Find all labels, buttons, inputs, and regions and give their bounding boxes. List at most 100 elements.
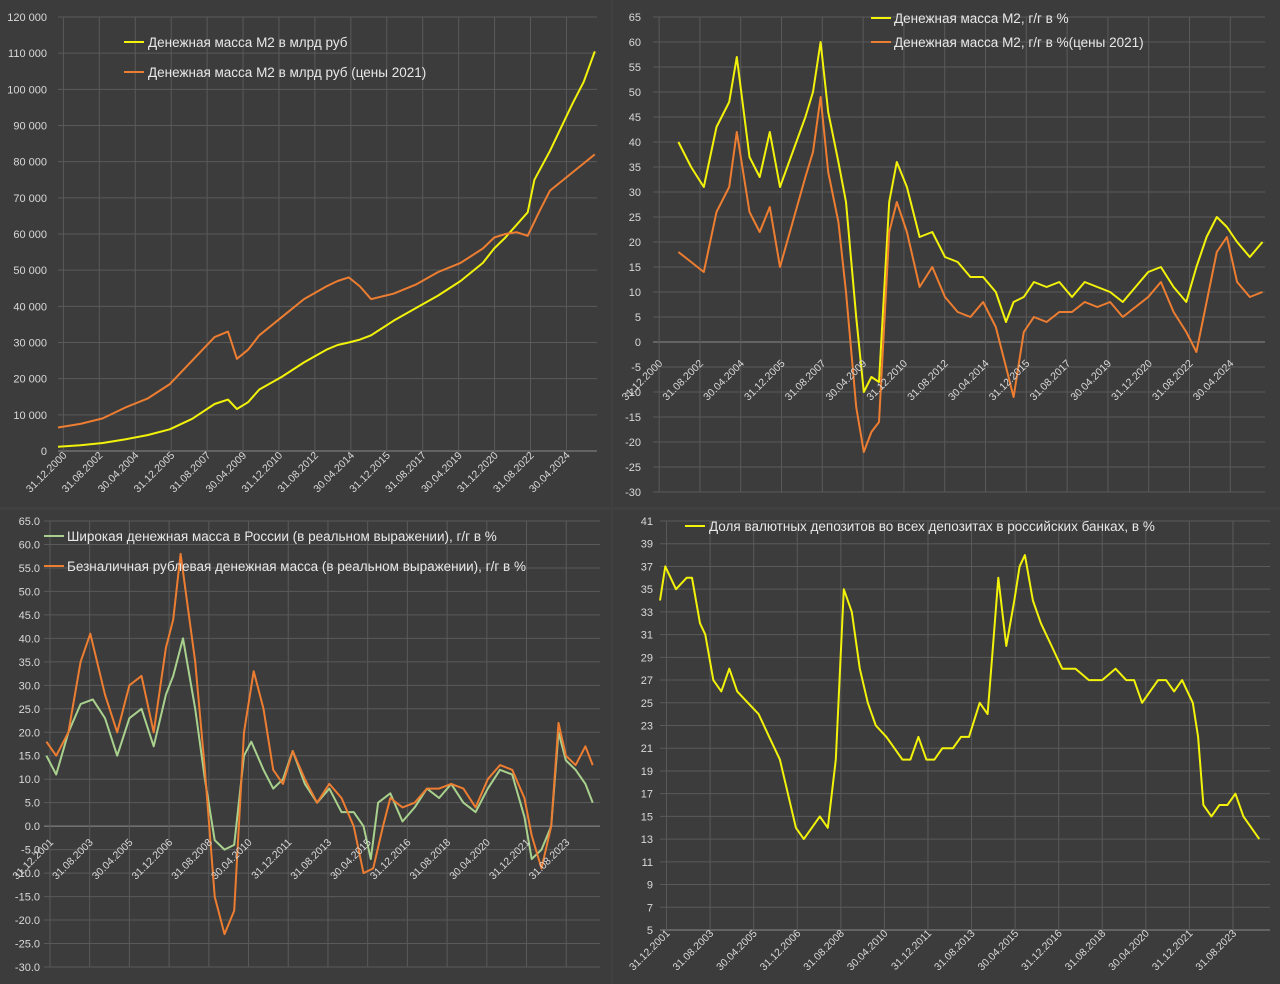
y-tick-label: 21	[641, 743, 653, 755]
x-tick-label: 30.04.2024	[1191, 358, 1237, 404]
y-tick-label: 5.0	[25, 798, 40, 810]
y-tick-label: 5	[635, 312, 641, 324]
y-tick-label: -5.0	[21, 845, 40, 857]
y-tick-label: -15.0	[15, 892, 40, 904]
y-tick-label: 35	[629, 162, 641, 174]
y-tick-label: 60.0	[19, 539, 40, 551]
chart-m2-level-svg: 0 10 000 20 000 30 000 40 000 50 000 60 000 70 …	[7, 12, 597, 495]
y-tick-label: 45.0	[19, 610, 40, 622]
legend-label-m2: Денежная масса М2 в млрд руб	[148, 35, 348, 50]
chart-broad-money-real-svg: -30.0 -25.0 -20.0 -15.0 -10.0 -5.0 0.0 5.0 10.0 1…	[10, 516, 600, 974]
y-tick-label: 40 000	[13, 301, 47, 313]
x-tick-label: 31.12.2015	[987, 358, 1033, 404]
x-tick-label: 30.04.2020	[447, 837, 493, 883]
y-tick-label: 13	[641, 834, 653, 846]
x-tick-label: 31.12.2000	[620, 358, 666, 404]
y-tick-label: 50.0	[19, 586, 40, 598]
y-tick-label: -5	[631, 362, 641, 374]
x-tick-label: 31.12.2011	[889, 928, 934, 973]
chart-m2-yoy-svg: -30 -25 -20 -15 -10 -5 0 5 10 15 20 25 30 35 40 45 50 55 6…	[620, 11, 1265, 499]
y-tick-label: 0.0	[25, 821, 40, 833]
x-tick-label: 31.12.2021	[1150, 928, 1196, 974]
y-tick-label: 0	[41, 446, 47, 458]
y-tick-label: 50 000	[13, 265, 47, 277]
y-tick-label: 40	[629, 137, 641, 149]
chart-m2-yoy-legend: Денежная масса М2, г/г в % Денежная масс…	[871, 11, 1144, 50]
y-tick-label: 25	[629, 212, 641, 224]
y-tick-label: 25.0	[19, 704, 40, 716]
x-tick-label: 30.04.2010	[845, 928, 891, 974]
y-tick-label: 35	[641, 584, 653, 596]
chart-m2-yoy: -30 -25 -20 -15 -10 -5 0 5 10 15 20 25 30 35 40 45 50 55 6…	[613, 0, 1280, 507]
x-tick-label: 31.12.2005	[742, 358, 788, 404]
y-tick-label: 120 000	[7, 12, 47, 24]
legend-label-fx-share: Доля валютных депозитов во всех депозита…	[709, 519, 1155, 534]
y-tick-label: 11	[642, 857, 653, 869]
y-tick-label: 60 000	[13, 229, 47, 241]
x-tick-label: 30.04.2019	[1068, 358, 1114, 404]
y-tick-label: 23	[641, 721, 653, 733]
x-tick-label: 31.12.2016	[1019, 928, 1065, 974]
x-tick-label: 31.08.2018	[1063, 928, 1109, 974]
series-line-0	[57, 51, 596, 448]
x-tick-label: 31.08.2023	[1193, 928, 1239, 974]
y-tick-label: 55	[629, 62, 641, 74]
x-tick-label: 31.12.2006	[758, 928, 804, 974]
legend-label-noncash-money: Безналичная рублевая денежная масса (в р…	[67, 559, 526, 574]
series-line-1	[677, 96, 1263, 453]
x-tick-label: 30.04.2005	[90, 837, 136, 883]
y-tick-label: 65	[629, 12, 641, 24]
y-tick-label: 20	[629, 237, 641, 249]
y-tick-label: 25	[641, 698, 653, 710]
y-tick-label: 60	[629, 37, 641, 49]
y-tick-label: 29	[641, 652, 653, 664]
legend-label-broad-money: Широкая денежная масса в России (в реаль…	[67, 529, 497, 544]
y-tick-label: 100 000	[7, 84, 47, 96]
x-tick-label: 31.08.2022	[1150, 358, 1196, 404]
x-tick-label: 31.12.2006	[130, 837, 176, 883]
y-tick-label: 90 000	[13, 121, 47, 133]
y-tick-label: 31	[641, 630, 653, 642]
y-tick-label: 15	[641, 811, 653, 823]
y-tick-label: 27	[641, 675, 653, 687]
y-tick-label: 20 000	[13, 374, 47, 386]
y-tick-label: 20.0	[19, 727, 40, 739]
y-tick-label: -10.0	[15, 868, 40, 880]
x-tick-label: 30.04.2020	[1106, 928, 1152, 974]
y-tick-label: 35.0	[19, 657, 40, 669]
chart-fx-deposit-share-svg: 5 7 9 11 13 15 17 19 21 23 25 27 29 31 33 35 37 39 41 31.1…	[627, 516, 1270, 974]
y-tick-label: -10	[625, 387, 641, 399]
x-tick-label: 30.04.2004	[701, 358, 747, 404]
chart-fx-deposit-legend: Доля валютных депозитов во всех депозита…	[685, 519, 1155, 534]
y-tick-label: 70 000	[13, 193, 47, 205]
x-tick-label: 31.12.2021	[487, 837, 533, 883]
y-tick-label: -30.0	[15, 962, 40, 974]
x-tick-label: 30.04.2010	[209, 837, 255, 883]
y-tick-label: 41	[641, 516, 653, 528]
y-tick-label: 17	[641, 789, 653, 801]
x-tick-label: 31.08.2003	[671, 928, 717, 974]
series-line-0	[659, 554, 1261, 841]
x-tick-label: 30.04.2015	[976, 928, 1022, 974]
x-tick-label: 31.12.2010	[864, 358, 910, 404]
legend-label-m2-yoy: Денежная масса М2, г/г в %	[894, 11, 1069, 26]
y-tick-label: -25.0	[15, 939, 40, 951]
x-tick-label: 31.08.2017	[1028, 358, 1074, 404]
y-tick-label: 50	[629, 87, 641, 99]
chart-broad-money-real: -30.0 -25.0 -20.0 -15.0 -10.0 -5.0 0.0 5.0 10.0 1…	[0, 510, 611, 984]
y-tick-label: 37	[641, 561, 653, 573]
chart-m2-level: 0 10 000 20 000 30 000 40 000 50 000 60 000 70 …	[0, 0, 611, 507]
x-tick-label: 31.12.2020	[1109, 358, 1155, 404]
chart-fx-deposit-share: 5 7 9 11 13 15 17 19 21 23 25 27 29 31 33 35 37 39 41 31.1…	[613, 510, 1280, 984]
y-tick-label: 10 000	[13, 410, 47, 422]
y-tick-label: 10	[629, 287, 641, 299]
y-tick-label: 39	[641, 539, 653, 551]
x-tick-label: 30.04.2014	[946, 358, 992, 404]
x-tick-label: 31.08.2008	[801, 928, 847, 974]
x-tick-label: 31.12.2011	[249, 837, 294, 882]
x-tick-label: 31.08.2018	[408, 837, 454, 883]
series-line-0	[45, 637, 594, 860]
x-tick-label: 31.08.2013	[932, 928, 978, 974]
y-tick-label: 7	[647, 902, 653, 914]
y-tick-label: 80 000	[13, 157, 47, 169]
